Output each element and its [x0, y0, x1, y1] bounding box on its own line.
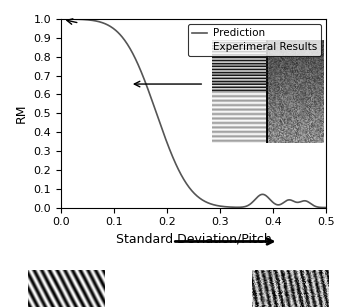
- Line: Prediction: Prediction: [61, 19, 326, 208]
- Prediction: [187, 185, 191, 188]
- Prediction: [59, 17, 63, 21]
- Prediction: [202, 199, 206, 203]
- Prediction: [318, 205, 322, 209]
- Prediction: [276, 203, 280, 207]
- Legend: Prediction, Experimeral Results: Prediction, Experimeral Results: [188, 24, 321, 56]
- Prediction: [324, 206, 328, 209]
- Prediction: [185, 183, 189, 186]
- Prediction: [217, 204, 221, 208]
- X-axis label: Standard Deviation/Pitch: Standard Deviation/Pitch: [116, 233, 272, 246]
- Y-axis label: RM: RM: [15, 103, 28, 123]
